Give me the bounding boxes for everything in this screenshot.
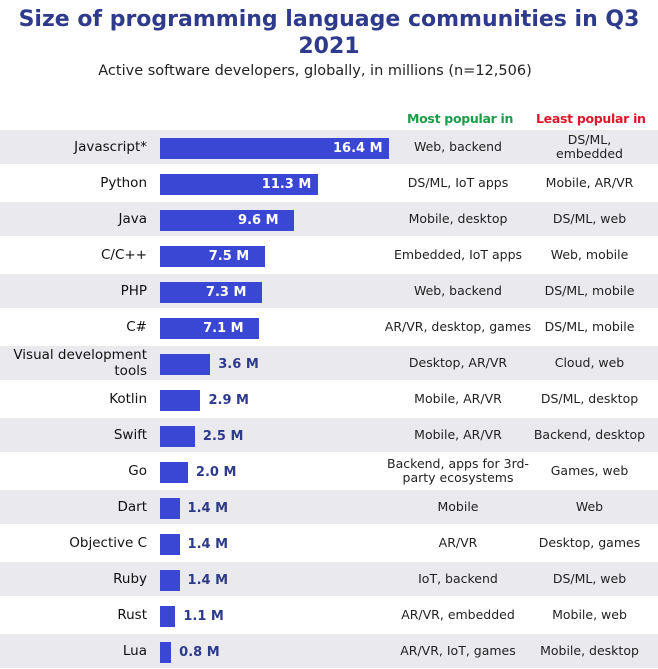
category-label: Lua	[122, 643, 147, 659]
chart-subtitle: Active software developers, globally, in…	[98, 63, 532, 79]
category-label: Visual development tools	[13, 347, 147, 379]
category-label: Java	[118, 211, 147, 227]
least-popular-cell: DS/ML, web	[552, 211, 627, 226]
category-label: Javascript*	[74, 139, 147, 155]
most-popular-cell: AR/VR, embedded	[401, 607, 515, 622]
most-popular-cell: Mobile, desktop	[408, 211, 508, 226]
value-label: 0.8 M	[179, 645, 220, 660]
category-label: Go	[128, 463, 147, 479]
category-label: PHP	[120, 283, 147, 299]
most-popular-cell: Web, backend	[413, 139, 502, 154]
chart-title: Size of programming language communities…	[18, 7, 640, 59]
least-popular-cell: Web	[575, 499, 604, 514]
chart-row: Dart 1.4 M Mobile Web	[0, 490, 658, 524]
most-popular-cell: Mobile	[437, 499, 479, 514]
value-label: 1.4 M	[187, 501, 229, 516]
bar	[160, 534, 180, 555]
bar	[160, 246, 265, 267]
chart-row: Rust 1.1 M AR/VR, embedded Mobile, web	[0, 598, 658, 632]
least-popular-cell: Desktop, games	[538, 535, 641, 550]
most-popular-cell: Mobile, AR/VR	[414, 427, 502, 442]
bar	[160, 426, 195, 447]
category-label: Rust	[117, 607, 147, 623]
value-label: 9.6 M	[238, 213, 279, 228]
most-popular-cell: Web, backend	[413, 283, 502, 298]
least-popular-cell: DS/ML, mobile	[544, 319, 635, 334]
value-label: 2.9 M	[208, 393, 249, 408]
bar	[160, 210, 295, 231]
chart-row: PHP 7.3 M Web, backend DS/ML, mobile	[0, 274, 658, 308]
bar	[160, 498, 180, 519]
least-popular-cell: DS/ML, embedded	[556, 132, 623, 161]
chart-row: Ruby 1.4 M IoT, backend DS/ML, web	[0, 562, 658, 596]
value-label: 1.4 M	[187, 573, 229, 588]
bar	[160, 642, 172, 663]
least-popular-cell: Cloud, web	[554, 355, 625, 370]
category-label: C#	[126, 319, 147, 335]
category-label: Swift	[113, 427, 147, 443]
least-popular-cell: DS/ML, web	[552, 571, 627, 586]
most-popular-cell: AR/VR, IoT, games	[400, 643, 516, 658]
least-popular-header: Least popular in	[536, 111, 646, 126]
chart-row: Lua 0.8 M AR/VR, IoT, games Mobile, desktop	[0, 634, 658, 668]
chart-row: Objective C 1.4 M AR/VR Desktop, games	[0, 526, 658, 560]
least-popular-cell: Backend, desktop	[533, 427, 646, 442]
chart-row: C/C++ 7.5 M Embedded, IoT apps Web, mobile	[0, 238, 658, 272]
value-label: 11.3 M	[261, 177, 312, 192]
most-popular-cell: IoT, backend	[418, 571, 498, 586]
chart-row: Visual development tools 3.6 M Desktop, AR…	[0, 346, 658, 380]
category-label: Ruby	[113, 571, 147, 587]
bar	[160, 570, 180, 591]
value-label: 16.4 M	[333, 141, 383, 156]
chart-row: Python 11.3 M DS/ML, IoT apps Mobile, AR/VR	[0, 166, 658, 200]
bar	[160, 282, 262, 303]
least-popular-cell: DS/ML, desktop	[540, 391, 639, 406]
chart-row: C# 7.1 M AR/VR, desktop, games DS/ML, mobil…	[0, 310, 658, 344]
category-label: Python	[100, 175, 147, 191]
value-label: 1.4 M	[187, 537, 229, 552]
bar	[160, 606, 176, 627]
most-popular-cell: AR/VR	[438, 535, 478, 550]
category-label: Dart	[117, 499, 147, 515]
least-popular-cell: Mobile, AR/VR	[545, 175, 634, 190]
value-label: 2.5 M	[202, 429, 244, 444]
value-label: 2.0 M	[195, 465, 237, 480]
bar	[160, 390, 201, 411]
value-label: 7.5 M	[208, 249, 250, 264]
least-popular-cell: Games, web	[550, 463, 629, 478]
bar	[160, 138, 389, 159]
chart-row: Java 9.6 M Mobile, desktop DS/ML, web	[0, 202, 658, 236]
least-popular-cell: Mobile, desktop	[540, 643, 639, 658]
value-label: 7.3 M	[205, 285, 247, 300]
bar	[160, 354, 211, 375]
most-popular-cell: Mobile, AR/VR	[414, 391, 502, 406]
bar	[160, 318, 260, 339]
chart-row: Javascript* 16.4 M Web, backend DS/ML, embe…	[0, 130, 658, 164]
value-label: 3.6 M	[218, 357, 259, 372]
value-label: 1.1 M	[183, 609, 224, 624]
least-popular-cell: DS/ML, mobile	[544, 283, 635, 298]
category-label: Objective C	[69, 535, 147, 551]
most-popular-cell: AR/VR, desktop, games	[384, 319, 532, 334]
most-popular-cell: Desktop, AR/VR	[408, 355, 508, 370]
category-label: C/C++	[100, 247, 147, 263]
category-label: Kotlin	[109, 391, 147, 407]
chart-row: Swift 2.5 M Mobile, AR/VR Backend, desktop	[0, 418, 658, 452]
chart-row: Kotlin 2.9 M Mobile, AR/VR DS/ML, desktop	[0, 382, 658, 416]
value-label: 7.1 M	[203, 321, 244, 336]
most-popular-cell: DS/ML, IoT apps	[407, 175, 509, 190]
chart-row: Go 2.0 M Backend, apps for 3rd-party ecosy…	[0, 454, 658, 488]
bar	[160, 174, 318, 195]
least-popular-cell: Mobile, web	[552, 607, 627, 622]
most-popular-cell: Embedded, IoT apps	[393, 247, 523, 262]
least-popular-cell: Web, mobile	[550, 247, 629, 262]
bar	[160, 462, 188, 483]
most-popular-cell: Backend, apps for 3rd-party ecosystems	[387, 456, 529, 485]
most-popular-header: Most popular in	[407, 111, 514, 126]
